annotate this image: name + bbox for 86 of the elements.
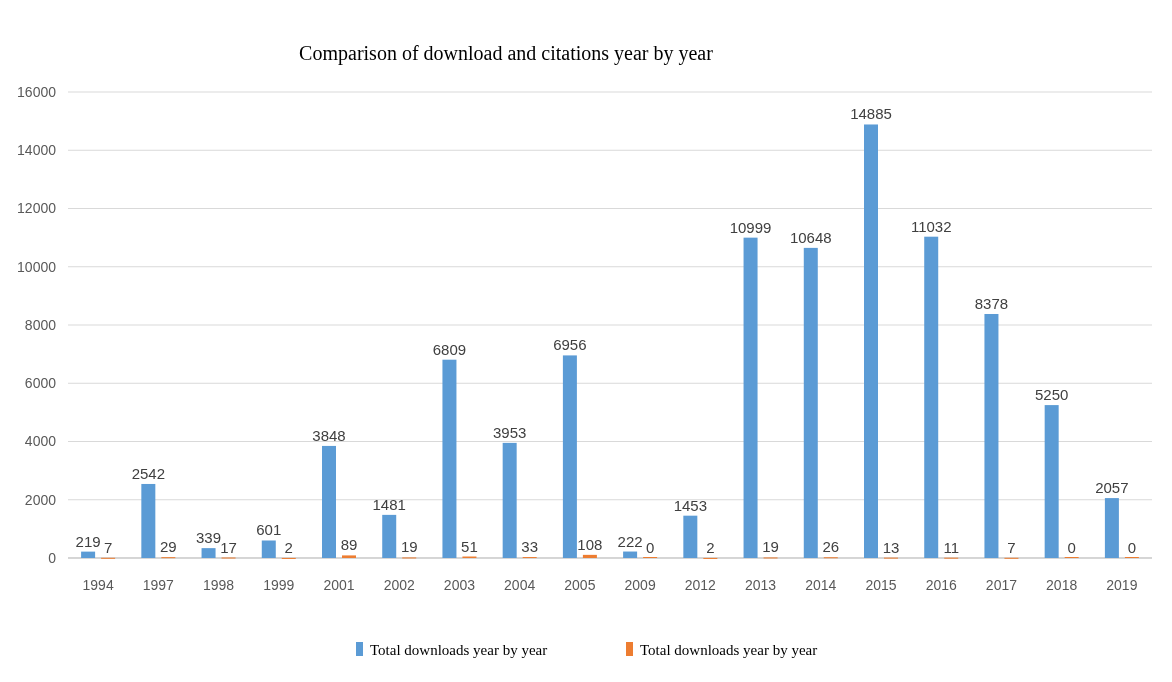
data-label: 33 (521, 538, 539, 556)
chart-title: Comparison of download and citations year by year (299, 42, 714, 65)
data-label: 2 (706, 538, 715, 556)
data-label: 89 (340, 536, 358, 554)
y-tick-label: 12000 (17, 200, 57, 217)
data-label: 219 (75, 532, 101, 550)
x-tick-label: 2019 (1106, 577, 1138, 593)
bar (623, 551, 638, 558)
x-tick-label: 1994 (82, 577, 114, 593)
data-label: 0 (645, 539, 655, 556)
bar (442, 359, 457, 558)
y-tick-label: 6000 (24, 375, 57, 392)
data-label: 0 (1067, 539, 1076, 556)
y-tick-label: 8000 (24, 316, 57, 333)
data-label: 17 (220, 538, 237, 556)
data-label: 2542 (131, 464, 166, 482)
bar (803, 247, 818, 558)
data-label: 6809 (432, 340, 467, 358)
x-tick-label: 2002 (383, 577, 415, 593)
x-tick-label: 2009 (624, 577, 656, 593)
data-label: 14885 (850, 105, 892, 123)
x-tick-label: 2017 (985, 577, 1018, 593)
bar (683, 515, 698, 558)
data-label: 108 (577, 535, 603, 553)
data-label: 26 (822, 538, 840, 556)
data-label: 3848 (312, 426, 346, 444)
bar (81, 551, 96, 558)
x-tick-label: 2003 (443, 577, 476, 593)
data-label: 6956 (553, 336, 587, 354)
data-label: 7 (103, 538, 113, 556)
bar (322, 445, 336, 558)
bar (743, 237, 758, 558)
data-label: 19 (400, 538, 418, 556)
data-label: 29 (159, 538, 177, 556)
x-tick-label: 2015 (865, 577, 897, 593)
y-tick-label: 14000 (17, 142, 57, 159)
y-tick-label: 0 (48, 549, 57, 566)
bar (1104, 498, 1119, 558)
data-label: 222 (617, 532, 643, 550)
bar (1044, 405, 1059, 558)
data-label: 0 (1127, 539, 1137, 556)
bar (141, 483, 156, 558)
bar (562, 355, 577, 558)
x-tick-label: 2012 (684, 577, 717, 593)
data-label: 13 (882, 538, 900, 556)
x-tick-label: 2013 (744, 577, 777, 593)
data-label: 601 (256, 521, 282, 539)
data-label: 2 (284, 538, 293, 556)
data-label: 339 (196, 529, 222, 547)
x-tick-label: 2016 (925, 577, 957, 593)
data-label: 11032 (910, 217, 952, 235)
bar (502, 442, 517, 558)
data-label: 3953 (492, 423, 527, 441)
y-tick-label: 16000 (17, 83, 57, 100)
x-tick-label: 2014 (805, 577, 837, 593)
y-tick-label: 4000 (24, 433, 57, 450)
data-label: 51 (461, 537, 478, 555)
x-tick-label: 2001 (323, 577, 355, 593)
data-label: 11 (943, 538, 960, 556)
x-tick-label: 2018 (1046, 577, 1078, 593)
x-tick-label: 1999 (263, 577, 295, 593)
x-tick-label: 2005 (564, 577, 596, 593)
x-tick-label: 1997 (142, 577, 175, 593)
legend-label: Total downloads year by year (370, 642, 548, 659)
data-label: 19 (762, 538, 779, 556)
data-label: 7 (1007, 538, 1016, 556)
bar (382, 514, 397, 558)
data-label: 8378 (974, 294, 1009, 312)
data-label: 1453 (673, 496, 708, 514)
bar (201, 548, 216, 558)
bar (261, 540, 276, 558)
data-label: 2057 (1095, 479, 1129, 497)
legend-label: Total downloads year by year (640, 642, 818, 659)
x-tick-label: 2004 (504, 577, 536, 593)
bar (924, 236, 939, 558)
bar (582, 554, 597, 558)
data-label: 10648 (789, 228, 832, 246)
data-label: 5250 (1034, 386, 1069, 404)
bar (864, 124, 878, 558)
data-label: 10999 (729, 218, 772, 236)
y-tick-label: 10000 (17, 258, 57, 275)
y-tick-label: 2000 (24, 491, 57, 508)
bar (984, 313, 999, 558)
bar (342, 555, 356, 558)
data-label: 1481 (372, 495, 406, 513)
x-tick-label: 1998 (202, 577, 235, 593)
